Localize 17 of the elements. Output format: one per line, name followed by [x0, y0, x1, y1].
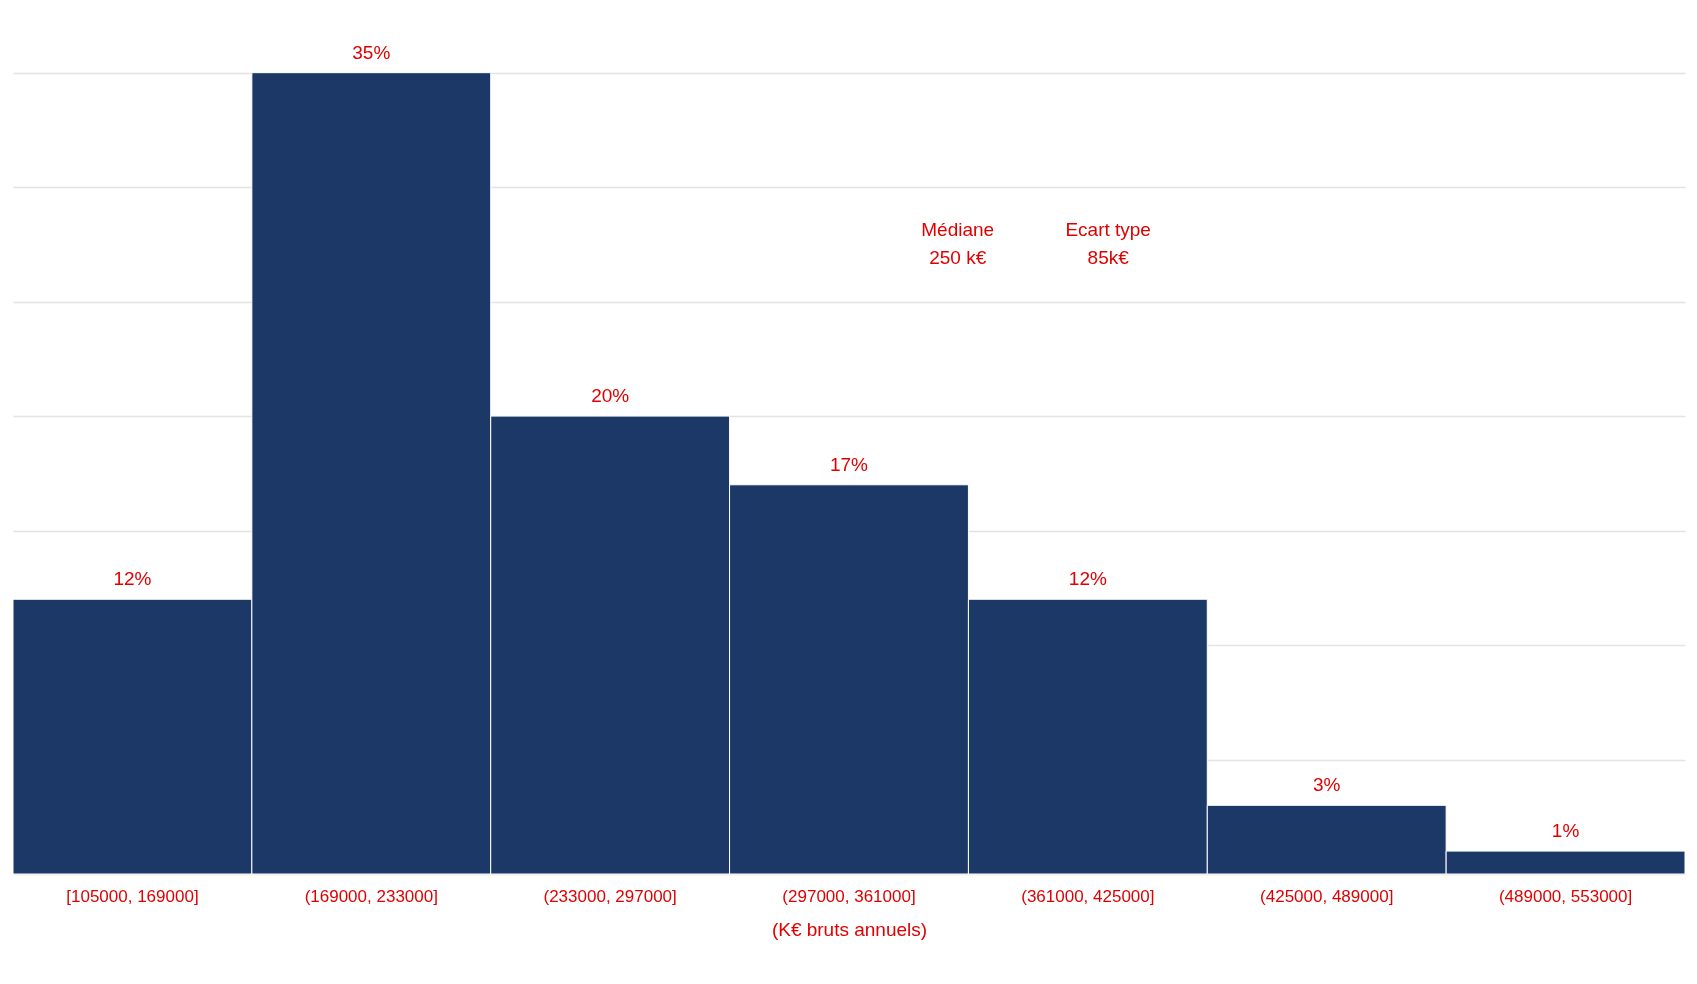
x-tick-label: (361000, 425000] [1021, 886, 1155, 906]
data-label: 35% [352, 41, 391, 63]
x-axis-title: (K€ bruts annuels) [771, 918, 928, 940]
x-tick-label: (233000, 297000] [543, 886, 677, 906]
data-label: 1% [1551, 820, 1580, 842]
x-tick-label: (489000, 553000] [1498, 886, 1633, 906]
data-label: 12% [113, 568, 152, 590]
data-label: 3% [1312, 774, 1341, 796]
x-tick-label: (169000, 233000] [304, 886, 438, 906]
data-label: 12% [1068, 568, 1107, 590]
data-label: 20% [591, 385, 630, 407]
x-tick-label: (297000, 361000] [782, 886, 916, 906]
annotation: Ecart type 85k€ [1065, 219, 1151, 269]
annotation: Médiane 250 k€ [921, 219, 995, 269]
x-tick-label: (425000, 489000] [1260, 886, 1394, 906]
data-label: 17% [829, 453, 869, 475]
x-tick-label: [105000, 169000] [66, 886, 199, 906]
